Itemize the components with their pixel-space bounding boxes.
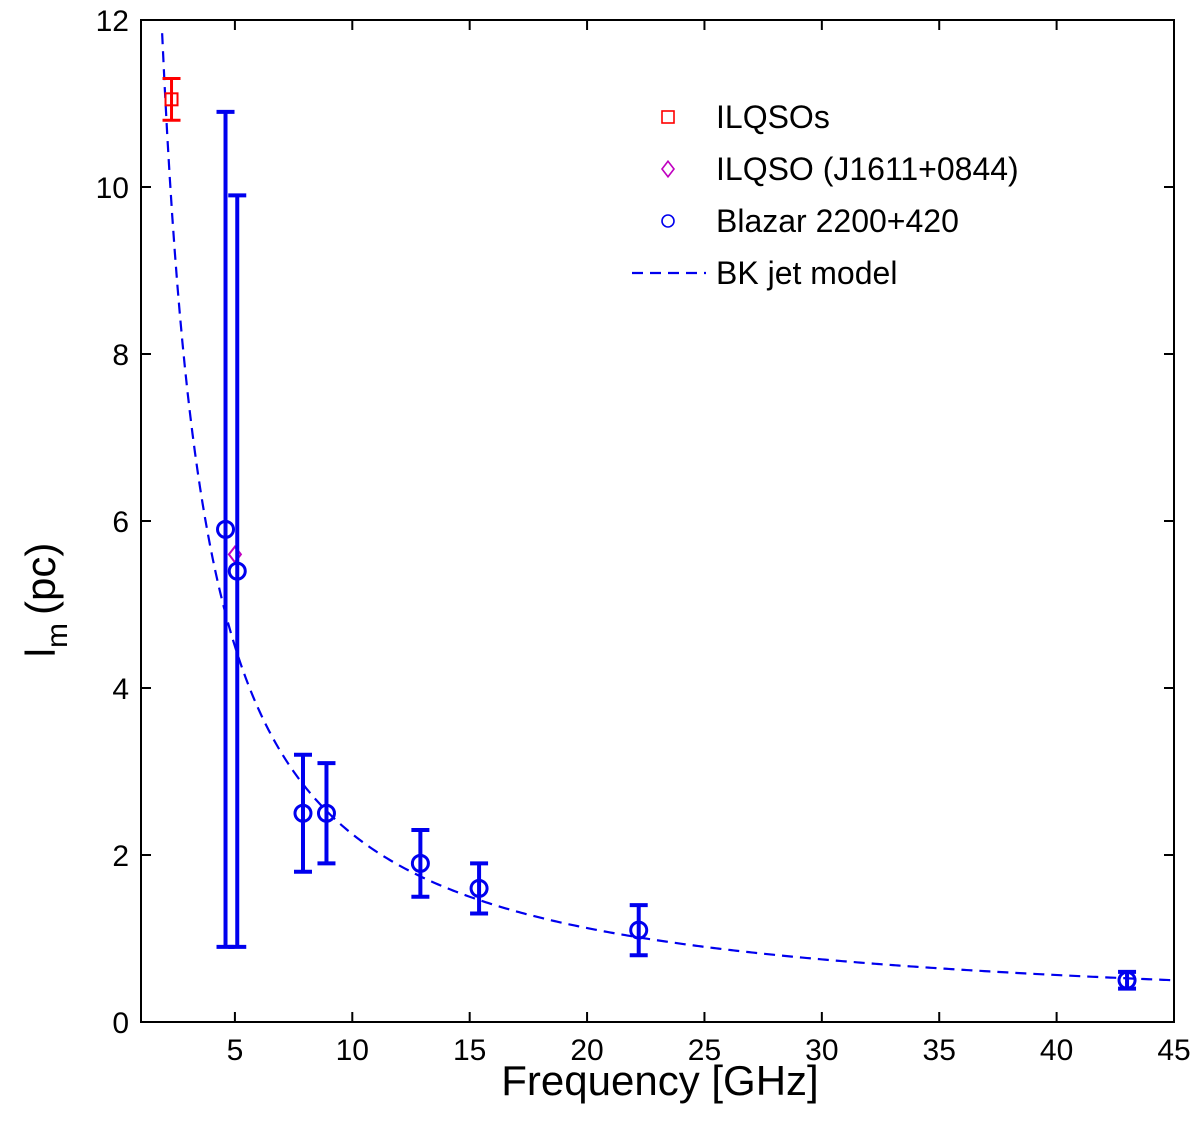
y-axis-title-main: l bbox=[17, 648, 64, 657]
blazar-point bbox=[629, 920, 649, 940]
blazar-point bbox=[227, 561, 247, 581]
svg-text:lm(pc): lm (pc) bbox=[17, 543, 74, 658]
y-axis-title: lm (pc) bbox=[17, 543, 74, 658]
x-tick-label: 25 bbox=[688, 1034, 721, 1067]
model-layer bbox=[161, 33, 1174, 982]
x-tick-label: 45 bbox=[1157, 1034, 1190, 1067]
x-tick-label: 15 bbox=[453, 1034, 486, 1067]
blazar-point bbox=[216, 519, 236, 539]
x-tick-label: 40 bbox=[1040, 1034, 1073, 1067]
legend-label: Blazar 2200+420 bbox=[716, 203, 959, 239]
points-layer bbox=[162, 76, 1137, 991]
legend: ILQSOs ILQSO (J1611+0844) Blazar 2200+420 B… bbox=[632, 99, 1019, 291]
blazar-point bbox=[316, 803, 336, 823]
x-axis-title: Frequency [GHz] bbox=[501, 1057, 818, 1104]
blazar-point bbox=[1117, 970, 1137, 990]
y-tick-label: 6 bbox=[112, 506, 129, 539]
y-tick-label: 12 bbox=[96, 5, 129, 38]
legend-swatch-blazar bbox=[661, 214, 675, 228]
blazar-point bbox=[410, 853, 430, 873]
legend-swatch-ilqso-j1611 bbox=[660, 159, 676, 179]
y-tick-label: 8 bbox=[112, 339, 129, 372]
y-tick-label: 4 bbox=[112, 673, 129, 706]
x-tick-label: 5 bbox=[227, 1034, 244, 1067]
blazar-point bbox=[469, 878, 489, 898]
y-axis-title-unit: (pc) bbox=[17, 543, 64, 615]
y-axis-title-subscript: m bbox=[41, 623, 74, 648]
legend-label: ILQSO (J1611+0844) bbox=[716, 151, 1019, 187]
y-tick-label: 10 bbox=[96, 172, 129, 205]
blazar-point bbox=[293, 803, 313, 823]
ilqso-point bbox=[164, 92, 179, 107]
bk-jet-model-line bbox=[161, 33, 1174, 982]
legend-swatch-ilqsos bbox=[661, 110, 675, 124]
x-tick-label: 30 bbox=[805, 1034, 838, 1067]
y-tick-label: 2 bbox=[112, 840, 129, 873]
x-tick-label: 20 bbox=[570, 1034, 603, 1067]
x-tick-label: 35 bbox=[923, 1034, 956, 1067]
legend-label: BK jet model bbox=[716, 255, 897, 291]
legend-label: ILQSOs bbox=[716, 99, 830, 135]
y-tick-label: 0 bbox=[112, 1007, 129, 1040]
x-tick-label: 10 bbox=[336, 1034, 369, 1067]
ticks-layer: 5 10 15 20 25 30 35 40 45 0 2 4 6 8 10 12 bbox=[96, 5, 1191, 1067]
